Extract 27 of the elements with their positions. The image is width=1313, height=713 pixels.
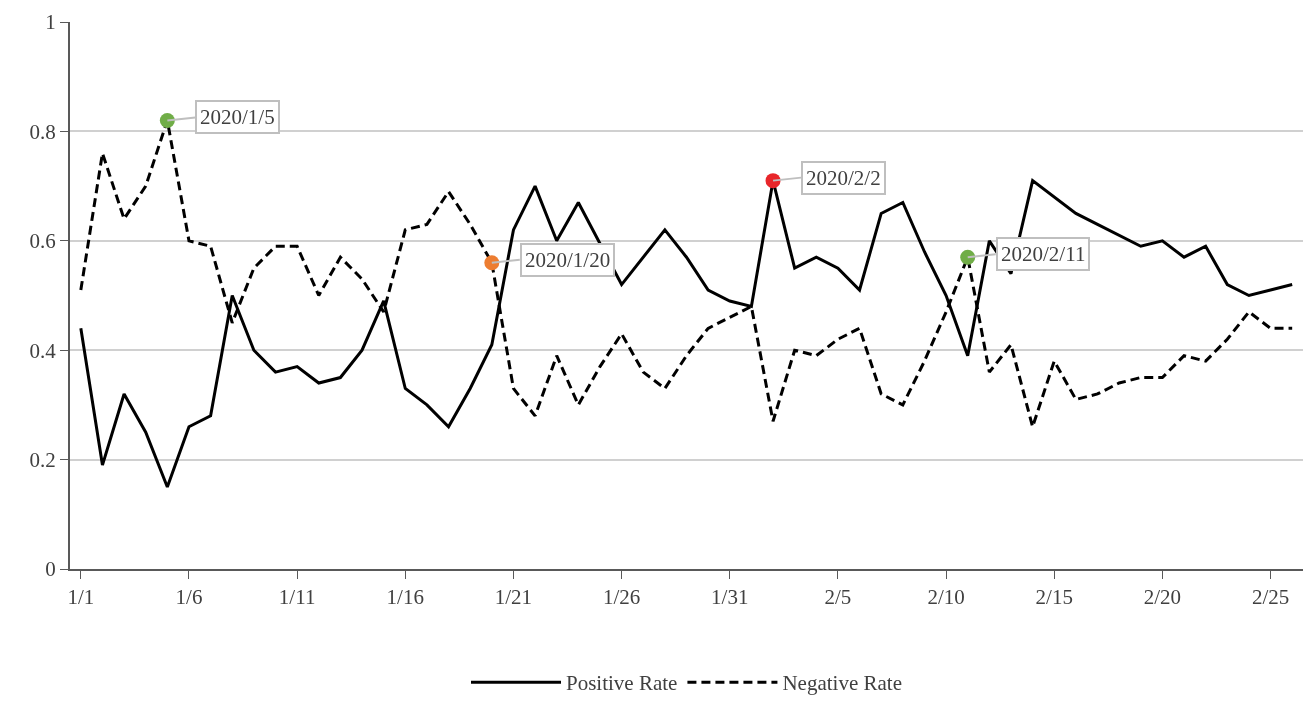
legend-label: Negative Rate (782, 671, 902, 696)
x-tick-label: 1/31 (711, 585, 749, 610)
x-tick-label: 1/16 (386, 585, 424, 610)
annotation: 2020/1/5 (200, 105, 275, 129)
x-tick-label: 1/21 (494, 585, 533, 610)
point (484, 255, 500, 271)
x-tick-label: 2/15 (1035, 585, 1073, 610)
y-tick-label: 0.8 (29, 119, 56, 144)
x-tick-label: 2/5 (824, 585, 852, 610)
y-tick-label: 0.2 (29, 447, 56, 472)
x-tick-label: 2/10 (927, 585, 965, 610)
point (159, 112, 175, 128)
x-tick-label: 1/1 (67, 585, 95, 610)
x-tick-label: 2/20 (1143, 585, 1182, 610)
y-tick-label: 1 (45, 10, 56, 35)
x-tick-label: 2/25 (1251, 585, 1290, 610)
annotation: 2020/1/20 (525, 248, 611, 272)
annotation: 2020/2/11 (1001, 242, 1086, 266)
point (960, 249, 976, 265)
x-tick-label: 1/11 (278, 585, 316, 610)
legend-label: Positive Rate (566, 671, 678, 696)
y-tick-label: 0 (45, 557, 56, 582)
x-tick-label: 1/6 (175, 585, 203, 610)
annotation: 2020/2/2 (806, 166, 881, 190)
y-tick-label: 0.6 (29, 229, 56, 254)
y-tick-label: 0.4 (29, 338, 57, 363)
x-tick-label: 1/26 (602, 585, 641, 610)
